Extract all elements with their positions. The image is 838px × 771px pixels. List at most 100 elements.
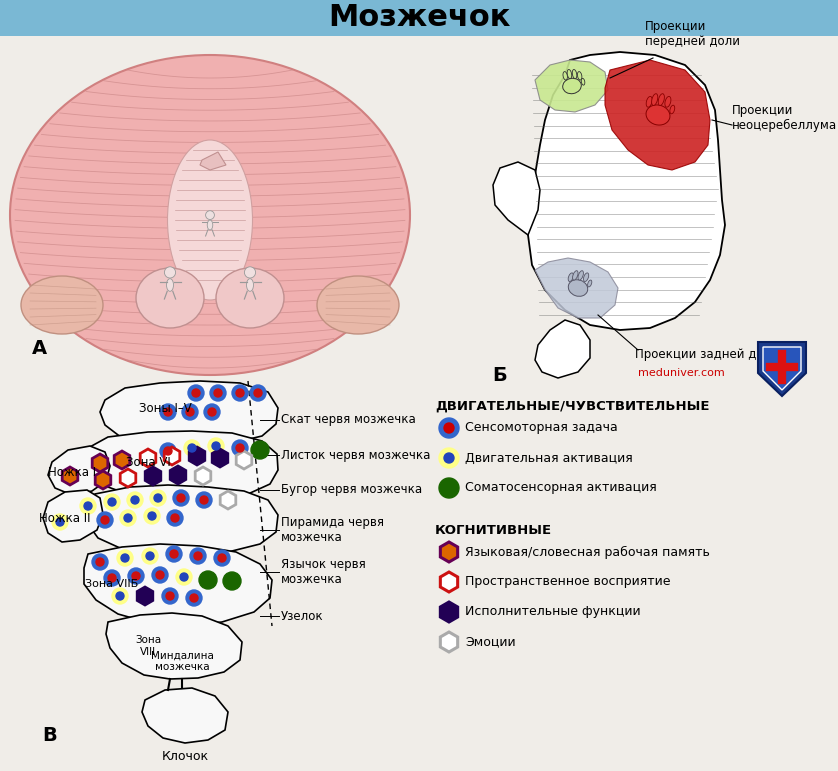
Ellipse shape: [578, 271, 583, 280]
Ellipse shape: [567, 69, 572, 79]
Polygon shape: [96, 471, 111, 489]
Text: Языковая/словесная рабочая память: Языковая/словесная рабочая память: [465, 545, 710, 558]
Text: Двигательная активация: Двигательная активация: [465, 452, 633, 464]
Polygon shape: [758, 342, 806, 396]
Polygon shape: [142, 688, 228, 743]
Circle shape: [200, 496, 208, 504]
Polygon shape: [493, 162, 540, 235]
Circle shape: [205, 210, 215, 220]
Text: Пирамида червя
мозжечка: Пирамида червя мозжечка: [281, 516, 384, 544]
Circle shape: [232, 440, 248, 456]
Text: Скат червя мозжечка: Скат червя мозжечка: [281, 413, 416, 426]
Circle shape: [196, 492, 212, 508]
Circle shape: [132, 572, 140, 580]
Ellipse shape: [563, 72, 567, 80]
Circle shape: [188, 444, 196, 452]
Circle shape: [439, 478, 459, 498]
Polygon shape: [120, 469, 136, 487]
Circle shape: [218, 554, 226, 562]
Circle shape: [227, 576, 237, 586]
Circle shape: [142, 548, 158, 564]
Polygon shape: [62, 467, 78, 485]
Circle shape: [212, 442, 220, 450]
Circle shape: [97, 512, 113, 528]
Ellipse shape: [572, 271, 578, 280]
Ellipse shape: [658, 94, 665, 106]
Circle shape: [104, 570, 120, 586]
Circle shape: [444, 423, 454, 433]
Ellipse shape: [168, 140, 252, 300]
Circle shape: [166, 546, 182, 562]
Circle shape: [192, 389, 200, 397]
Circle shape: [210, 385, 226, 401]
Circle shape: [204, 404, 220, 420]
Circle shape: [144, 508, 160, 524]
Circle shape: [108, 498, 116, 506]
Circle shape: [112, 588, 128, 604]
Circle shape: [208, 438, 224, 454]
Text: Зоны I–V: Зоны I–V: [138, 402, 191, 415]
Polygon shape: [605, 60, 710, 170]
Circle shape: [108, 574, 116, 582]
Polygon shape: [43, 490, 103, 542]
Ellipse shape: [583, 273, 589, 281]
Polygon shape: [535, 60, 608, 112]
Polygon shape: [440, 602, 458, 622]
Polygon shape: [145, 467, 161, 485]
Circle shape: [160, 404, 176, 420]
Text: КОГНИТИВНЫЕ: КОГНИТИВНЫЕ: [435, 524, 552, 537]
Polygon shape: [535, 320, 590, 378]
Circle shape: [184, 440, 200, 456]
Circle shape: [254, 389, 262, 397]
Polygon shape: [86, 431, 278, 501]
Circle shape: [236, 389, 244, 397]
Circle shape: [156, 571, 164, 579]
Text: В: В: [42, 726, 57, 745]
Circle shape: [148, 512, 156, 520]
Ellipse shape: [216, 268, 284, 328]
Ellipse shape: [136, 268, 204, 328]
Circle shape: [186, 590, 202, 606]
Polygon shape: [170, 466, 186, 484]
Circle shape: [164, 408, 172, 416]
Polygon shape: [164, 447, 180, 465]
Ellipse shape: [568, 280, 587, 296]
Circle shape: [251, 441, 269, 459]
Text: Проекции
неоцеребеллума: Проекции неоцеребеллума: [732, 104, 837, 132]
Text: Эмоции: Эмоции: [465, 635, 515, 648]
Circle shape: [128, 568, 144, 584]
Text: Ножка II: Ножка II: [39, 511, 91, 524]
Circle shape: [131, 496, 139, 504]
Polygon shape: [440, 572, 458, 592]
Ellipse shape: [562, 79, 582, 94]
Circle shape: [176, 569, 192, 585]
Polygon shape: [535, 258, 618, 318]
Circle shape: [52, 514, 68, 530]
Circle shape: [84, 502, 92, 510]
Ellipse shape: [246, 278, 254, 291]
Text: Язычок червя
мозжечка: Язычок червя мозжечка: [281, 558, 365, 586]
Circle shape: [164, 447, 172, 455]
Circle shape: [190, 594, 198, 602]
Ellipse shape: [207, 220, 213, 230]
Circle shape: [194, 552, 202, 560]
Circle shape: [96, 558, 104, 566]
Circle shape: [439, 418, 459, 438]
Circle shape: [104, 494, 120, 510]
Circle shape: [164, 267, 176, 278]
Polygon shape: [763, 347, 801, 390]
Circle shape: [199, 571, 217, 589]
Ellipse shape: [587, 280, 592, 287]
Circle shape: [444, 453, 454, 463]
Polygon shape: [212, 449, 228, 467]
Circle shape: [203, 575, 213, 585]
Text: Зона
VIII: Зона VIII: [135, 635, 161, 657]
Circle shape: [255, 445, 265, 455]
Circle shape: [208, 408, 216, 416]
Circle shape: [166, 592, 174, 600]
Polygon shape: [440, 632, 458, 652]
Polygon shape: [528, 52, 725, 330]
Circle shape: [146, 552, 154, 560]
Circle shape: [245, 267, 256, 278]
Polygon shape: [220, 491, 235, 509]
